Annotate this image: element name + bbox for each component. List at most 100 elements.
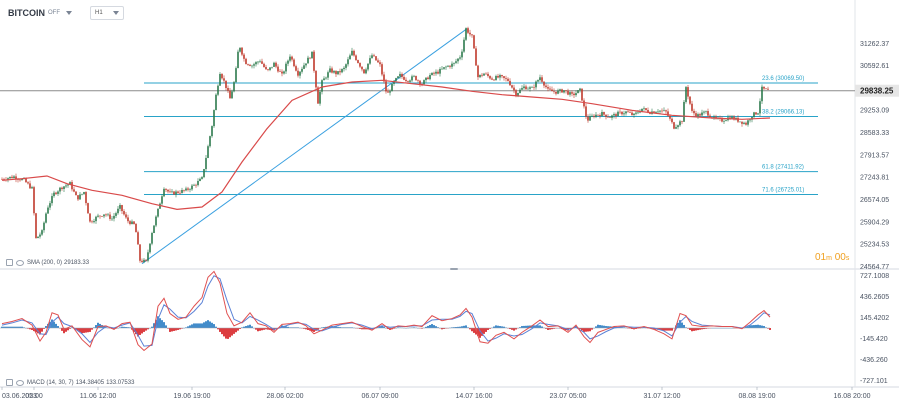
macd-histogram-bar — [9, 326, 11, 328]
candle-body — [147, 252, 149, 261]
macd-histogram-bar — [707, 328, 709, 329]
macd-histogram-bar — [433, 325, 435, 328]
candle-body — [659, 110, 661, 112]
candle-body — [363, 69, 365, 74]
candle-body — [133, 221, 135, 225]
macd-histogram-bar — [377, 327, 379, 328]
candle-body — [489, 75, 491, 79]
macd-histogram-bar — [695, 328, 697, 331]
candle-body — [445, 66, 447, 68]
candle-body — [27, 182, 29, 184]
macd-histogram-bar — [495, 325, 497, 328]
macd-histogram-bar — [471, 328, 473, 332]
candle-body — [115, 213, 117, 216]
timer-seconds-unit: s — [845, 255, 850, 262]
candle-body — [749, 119, 751, 121]
eye-icon[interactable] — [16, 379, 24, 386]
macd-histogram-bar — [527, 325, 529, 328]
candle-body — [739, 121, 741, 123]
candle-body — [221, 73, 223, 79]
candle-body — [39, 234, 41, 237]
macd-histogram-bar — [381, 326, 383, 328]
candle-body — [219, 73, 221, 86]
timeframe-selector[interactable]: H1 — [90, 6, 124, 20]
macd-histogram-bar — [135, 328, 137, 335]
candle-body — [611, 115, 613, 118]
candle-body — [247, 64, 249, 65]
candle-body — [211, 126, 213, 137]
macd-histogram-bar — [199, 323, 201, 328]
candle-body — [379, 62, 381, 65]
macd-histogram-bar — [665, 328, 667, 331]
candle-body — [65, 185, 67, 187]
candle-body — [73, 189, 75, 192]
yaxis-tick-label: 24564.77 — [860, 264, 889, 271]
macd-histogram-bar — [703, 328, 705, 330]
candle-body — [185, 188, 187, 191]
candle-body — [407, 81, 409, 82]
macd-histogram-bar — [607, 326, 609, 328]
candle-body — [43, 222, 45, 231]
settings-icon[interactable] — [6, 379, 13, 386]
sma-legend[interactable]: SMA (200, 0) 29183.33 — [6, 259, 89, 266]
macd-histogram-bar — [159, 318, 161, 328]
candle-body — [535, 81, 537, 88]
candle-body — [467, 28, 469, 33]
candle-body — [139, 244, 141, 261]
macd-histogram-bar — [451, 327, 453, 328]
symbol-sub: OFF — [48, 10, 60, 16]
candle-body — [95, 216, 97, 222]
candle-body — [519, 89, 521, 94]
symbol-selector[interactable]: BITCOIN OFF — [8, 6, 72, 20]
macd-histogram-bar — [441, 328, 443, 330]
macd-histogram-bar — [265, 328, 267, 330]
trendline — [141, 28, 468, 265]
candle-body — [753, 112, 755, 118]
candle-body — [59, 187, 61, 192]
candle-body — [431, 72, 433, 76]
macd-histogram-bar — [597, 324, 599, 328]
macd-legend[interactable]: MACD (14, 30, 7) 134.38405 133.07533 — [6, 379, 134, 386]
xaxis-tick-label: 19.06 19:00 — [174, 393, 211, 400]
macd-histogram-bar — [175, 328, 177, 331]
candle-body — [763, 86, 765, 89]
macd-histogram-bar — [753, 325, 755, 328]
xaxis-tick-label: 28.06 02:00 — [267, 393, 304, 400]
candle-body — [423, 80, 425, 85]
candle-body — [93, 221, 95, 223]
candle-body — [309, 57, 311, 59]
candle-body — [267, 69, 269, 70]
candle-body — [403, 76, 405, 80]
candle-body — [697, 114, 699, 117]
candle-body — [79, 194, 81, 200]
macd-histogram-bar — [209, 321, 211, 328]
macd-histogram-bar — [231, 328, 233, 336]
candle-body — [669, 115, 671, 119]
symbol-name: BITCOIN — [8, 8, 45, 18]
candle-body — [629, 112, 631, 113]
macd-histogram-bar — [287, 326, 289, 328]
timer-minutes: 01 — [815, 252, 827, 263]
candle-body — [459, 57, 461, 59]
panel-resize-handle[interactable] — [450, 268, 458, 270]
candle-body — [573, 93, 575, 96]
candle-body — [507, 78, 509, 81]
macd-histogram-bar — [181, 328, 183, 329]
macd-histogram-bar — [39, 328, 41, 335]
candle-body — [15, 176, 17, 180]
candle-body — [209, 136, 211, 147]
macd-histogram-bar — [435, 326, 437, 328]
eye-icon[interactable] — [16, 259, 24, 266]
settings-icon[interactable] — [6, 259, 13, 266]
macd-histogram-bar — [383, 327, 385, 328]
macd-histogram-bar — [455, 327, 457, 328]
candle-body — [683, 101, 685, 122]
candle-body — [291, 56, 293, 60]
macd-histogram-bar — [145, 328, 147, 331]
candle-body — [335, 71, 337, 75]
macd-histogram-bar — [215, 326, 217, 328]
macd-histogram-bar — [153, 323, 155, 328]
candle-body — [557, 90, 559, 94]
candle-body — [143, 259, 145, 262]
